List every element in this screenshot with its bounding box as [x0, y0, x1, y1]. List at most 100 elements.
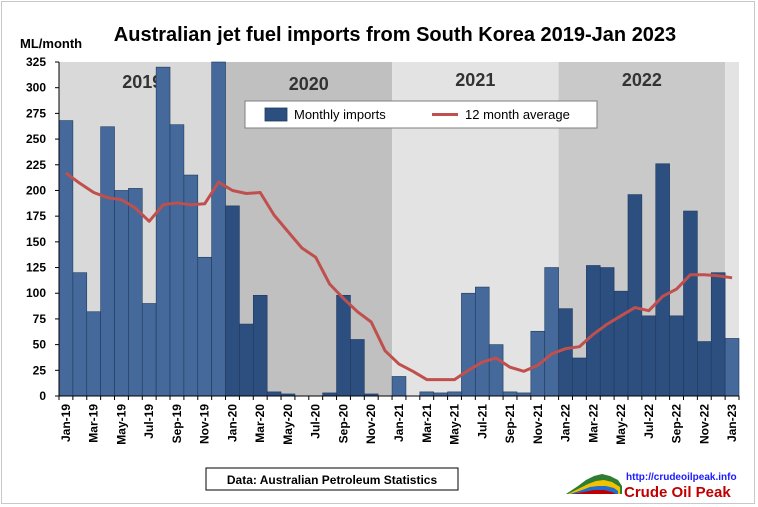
bar-Sep-21	[502, 391, 518, 397]
y-tick-label: 50	[33, 338, 47, 352]
year-label-2020: 2020	[289, 74, 329, 94]
x-tick-label: Jul-22	[642, 404, 656, 439]
bar-Jun-21	[461, 292, 476, 397]
x-tick-label: Sep-21	[503, 404, 517, 444]
y-tick-label: 175	[26, 209, 46, 223]
y-axis-unit: ML/month	[20, 36, 82, 51]
year-labels: 2019 2020 2021 2022	[122, 70, 662, 94]
bar-Jan-22	[558, 308, 573, 397]
logo-name: Crude Oil Peak	[624, 484, 731, 501]
bar-Jun-19	[128, 188, 143, 397]
bar-Aug-19	[155, 66, 171, 397]
legend: Monthly imports 12 month average	[244, 100, 598, 129]
x-tick-label: May-21	[448, 404, 462, 445]
bar-Sep-20	[336, 294, 351, 397]
y-tick-label: 200	[26, 183, 46, 197]
year-band-end	[725, 62, 739, 396]
bar-Aug-22	[655, 163, 670, 397]
bar-Jul-21	[475, 286, 490, 397]
year-label-2019: 2019	[122, 72, 162, 92]
y-tick-label: 150	[26, 235, 46, 249]
year-label-2021: 2021	[455, 70, 495, 90]
bar-Feb-20	[239, 323, 254, 397]
axes	[55, 61, 740, 400]
x-tick-label: Mar-21	[420, 404, 434, 443]
x-tick-label: May-22	[614, 404, 628, 445]
x-tick-label: Jan-23	[725, 404, 739, 442]
x-tick-label: Jul-19	[142, 404, 156, 439]
x-tick-label: Jan-22	[559, 404, 573, 442]
x-tick-label: Nov-20	[364, 404, 378, 444]
legend-box	[244, 100, 598, 129]
bar-Oct-19	[183, 174, 199, 397]
x-tick-label: Jul-21	[475, 404, 489, 439]
bar-Oct-20	[350, 339, 365, 397]
bar-Jul-22	[641, 315, 657, 397]
y-tick-label: 25	[33, 363, 47, 377]
y-tick-label: 0	[39, 389, 46, 403]
bar-Jan-20	[225, 205, 240, 397]
x-tick-label: Mar-20	[253, 404, 267, 443]
y-tick-label: 250	[26, 132, 46, 146]
bar-Dec-22	[710, 272, 726, 397]
bar-Nov-19	[197, 256, 212, 397]
y-tick-label: 125	[26, 261, 46, 275]
chart-title: Australian jet fuel imports from South K…	[114, 24, 676, 46]
y-tick-labels: 0 25 50 75 100 125 150 175 200 225 250 275 300 325	[26, 55, 46, 403]
source-box	[205, 467, 459, 491]
x-tick-label: Nov-21	[531, 404, 545, 444]
legend-label-line: 12 month average	[465, 107, 570, 122]
bar-Feb-22	[572, 357, 587, 397]
bar-series	[58, 61, 740, 397]
x-tick-label: Sep-20	[336, 404, 350, 444]
x-tick-label: Jan-20	[225, 404, 239, 442]
y-tick-label: 225	[26, 158, 46, 172]
bar-Sep-22	[669, 315, 684, 397]
x-tick-label: Mar-19	[87, 404, 101, 443]
bar-Apr-22	[599, 267, 615, 397]
bar-Jan-23	[724, 338, 740, 397]
legend-label-bars: Monthly imports	[294, 107, 386, 122]
crude-oil-peak-logo: http://crudeoilpeak.info Crude Oil Peak	[566, 472, 737, 501]
logo-url: http://crudeoilpeak.info	[626, 472, 737, 483]
bar-Aug-21	[488, 344, 504, 397]
y-tick-label: 325	[26, 55, 46, 69]
bar-Oct-22	[683, 210, 698, 397]
source-note: Data: Australian Petroleum Statistics	[205, 467, 459, 491]
x-tick-label: Mar-22	[586, 404, 600, 443]
line-12-month-average	[65, 171, 733, 382]
x-tick-label: Sep-22	[670, 404, 684, 444]
bar-Dec-19	[211, 61, 226, 397]
bar-Jan-19	[58, 120, 74, 397]
bar-Jan-21	[391, 376, 407, 397]
source-text: Data: Australian Petroleum Statistics	[227, 473, 438, 487]
x-tick-label: Sep-19	[170, 404, 184, 444]
bar-Mar-19	[86, 311, 101, 397]
bar-Feb-19	[72, 272, 88, 397]
bar-May-21	[447, 391, 462, 397]
x-tick-label: May-20	[281, 404, 295, 445]
bar-Jun-22	[627, 194, 643, 397]
x-tick-label: Jul-20	[309, 404, 323, 439]
x-tick-labels: Jan-19 Mar-19 May-19 Jul-19 Sep-19 Nov-19 Jan-…	[59, 404, 739, 445]
y-tick-label: 300	[26, 81, 46, 95]
bar-Sep-19	[169, 124, 185, 397]
bar-Apr-19	[100, 126, 115, 397]
y-tick-label: 100	[26, 286, 46, 300]
bar-Mar-21	[419, 391, 434, 397]
x-tick-label: Nov-22	[697, 404, 711, 444]
x-tick-label: Jan-19	[59, 404, 73, 442]
legend-swatch-bars	[264, 107, 288, 122]
y-tick-label: 75	[33, 312, 47, 326]
year-label-2022: 2022	[622, 70, 662, 90]
logo-graphic-icon	[566, 474, 622, 494]
bar-Apr-20	[266, 391, 282, 397]
line-series	[65, 171, 733, 382]
bar-Mar-20	[252, 294, 268, 397]
x-tick-label: Nov-19	[198, 404, 212, 444]
bar-May-22	[613, 290, 629, 397]
x-tick-label: Jan-21	[392, 404, 406, 442]
bar-Dec-21	[544, 267, 559, 397]
